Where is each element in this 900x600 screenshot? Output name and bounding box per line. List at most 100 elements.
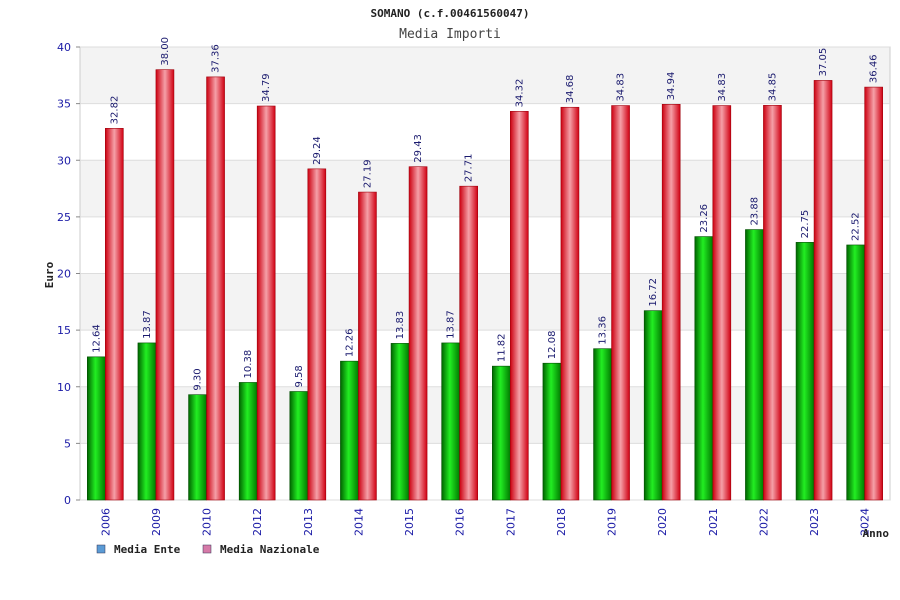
- data-label: 23.26: [699, 204, 710, 233]
- bar-media-nazionale: [459, 185, 478, 501]
- legend: Media Ente Media Nazionale: [96, 543, 320, 556]
- data-label: 12.64: [91, 324, 102, 353]
- data-label: 9.30: [193, 368, 204, 390]
- data-label: 34.32: [514, 79, 525, 108]
- x-axis-label: Anno: [863, 527, 890, 540]
- x-tick-label: 2010: [201, 508, 214, 536]
- bar-media-ente: [593, 348, 612, 501]
- bar-media-ente: [87, 356, 106, 501]
- x-tick-label: 2015: [403, 508, 416, 536]
- bar-media-ente: [694, 236, 714, 501]
- data-label: 34.85: [767, 73, 778, 102]
- data-label: 38.00: [160, 37, 171, 66]
- bar-media-ente: [542, 362, 562, 501]
- data-label: 37.05: [818, 48, 829, 77]
- bar-media-nazionale: [813, 80, 833, 501]
- y-tick-label: 10: [57, 381, 71, 394]
- bar-media-nazionale: [408, 166, 428, 501]
- data-label: 10.38: [243, 350, 254, 379]
- data-label: 34.83: [616, 73, 627, 102]
- x-tick-label: 2017: [504, 508, 517, 536]
- data-label: 37.36: [211, 44, 222, 73]
- bar-media-nazionale: [307, 168, 327, 501]
- chart-title: SOMANO (c.f.00461560047): [371, 7, 530, 20]
- x-axis-ticks: 2006 2009 2010 2012 2013 2014 2015 2016 2017 2018…: [99, 508, 871, 536]
- bar-media-nazionale: [611, 105, 630, 501]
- bar-media-nazionale: [560, 106, 580, 501]
- data-label: 34.68: [565, 75, 576, 104]
- bar-media-nazionale: [358, 191, 377, 501]
- data-label: 34.79: [261, 73, 272, 102]
- x-tick-label: 2023: [808, 508, 821, 536]
- data-label: 34.83: [717, 73, 728, 102]
- bar-media-nazionale: [155, 69, 175, 501]
- y-tick-label: 25: [57, 211, 71, 224]
- y-tick-label: 5: [64, 437, 71, 450]
- bar-media-ente: [441, 342, 460, 501]
- y-axis-label: Euro: [43, 261, 56, 288]
- y-tick-label: 35: [57, 98, 71, 111]
- bar-media-nazionale: [763, 105, 782, 501]
- data-label: 22.75: [800, 210, 811, 239]
- data-label: 13.83: [395, 311, 406, 340]
- data-label: 23.88: [749, 197, 760, 226]
- x-tick-label: 2019: [606, 508, 619, 536]
- y-tick-label: 40: [57, 41, 71, 54]
- x-tick-label: 2021: [707, 508, 720, 536]
- bar-media-nazionale: [864, 86, 883, 501]
- bars: 12.64 32.82 13.87 38.00 9.30 37.36 10.38 34.79 9…: [87, 37, 883, 501]
- x-tick-label: 2018: [555, 508, 568, 536]
- bar-media-nazionale: [712, 105, 732, 501]
- data-label: 12.08: [547, 331, 558, 360]
- x-tick-label: 2024: [859, 508, 872, 536]
- x-tick-label: 2006: [99, 508, 112, 536]
- data-label: 9.58: [294, 365, 305, 387]
- bar-media-nazionale: [661, 104, 681, 501]
- bar-media-nazionale: [105, 128, 124, 501]
- bar-media-ente: [137, 342, 157, 501]
- data-label: 27.71: [464, 154, 475, 183]
- bar-media-ente: [340, 360, 359, 501]
- data-label: 13.87: [142, 310, 153, 339]
- bar-media-nazionale: [256, 105, 276, 501]
- bar-media-ente: [390, 343, 410, 501]
- data-label: 13.36: [598, 316, 609, 345]
- y-axis-ticks: 0 5 10 15 20 25 30 35 40: [57, 41, 71, 507]
- y-tick-label: 30: [57, 154, 71, 167]
- y-tick-label: 15: [57, 324, 71, 337]
- x-tick-label: 2022: [757, 508, 770, 536]
- y-tick-label: 20: [57, 268, 71, 281]
- data-label: 29.43: [413, 134, 424, 163]
- bar-media-nazionale: [510, 111, 529, 501]
- legend-label-ente: Media Ente: [114, 543, 181, 556]
- legend-swatch-nazionale: [202, 544, 212, 554]
- data-label: 16.72: [648, 278, 659, 307]
- x-tick-label: 2012: [251, 508, 264, 536]
- chart-subtitle: Media Importi: [399, 27, 501, 42]
- bar-media-ente: [745, 229, 764, 501]
- data-label: 29.24: [312, 136, 323, 165]
- bar-media-ente: [188, 394, 207, 501]
- data-label: 11.82: [496, 333, 507, 362]
- data-label: 12.26: [344, 329, 355, 358]
- data-label: 36.46: [869, 54, 880, 83]
- bar-media-nazionale: [206, 76, 225, 501]
- legend-swatch-ente: [96, 544, 106, 554]
- bar-media-ente: [795, 242, 815, 501]
- bar-media-ente: [492, 365, 511, 501]
- bar-media-ente: [846, 244, 865, 501]
- y-tick-label: 0: [64, 494, 71, 507]
- data-label: 13.87: [446, 310, 457, 339]
- x-tick-label: 2009: [150, 508, 163, 536]
- bar-media-ente: [643, 310, 663, 501]
- x-tick-label: 2014: [352, 508, 365, 536]
- legend-label-nazionale: Media Nazionale: [220, 543, 320, 556]
- x-tick-label: 2020: [656, 508, 669, 536]
- x-tick-label: 2016: [454, 508, 467, 536]
- data-label: 22.52: [851, 212, 862, 241]
- data-label: 27.19: [362, 159, 373, 188]
- bar-media-ente: [289, 391, 309, 501]
- x-tick-label: 2013: [302, 508, 315, 536]
- data-label: 32.82: [109, 96, 120, 125]
